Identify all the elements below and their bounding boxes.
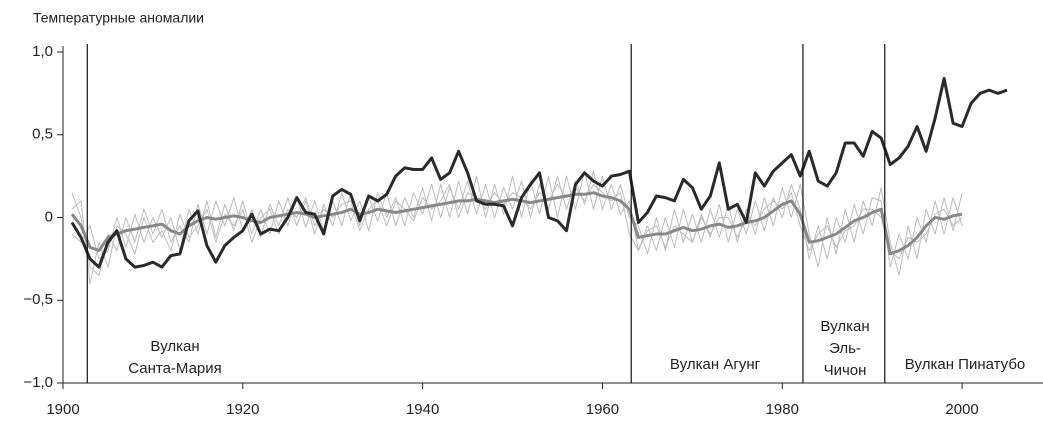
model-mean-line bbox=[70, 191, 963, 256]
volcano-label: Вулкан bbox=[820, 318, 869, 335]
volcano-label: Вулкан Пинатубо bbox=[905, 356, 1026, 373]
y-tick-label: 0 bbox=[45, 208, 53, 225]
x-tick-label: 2000 bbox=[945, 401, 978, 418]
x-tick-label: 1940 bbox=[406, 401, 439, 418]
volcano-label: Чичон bbox=[824, 362, 867, 379]
volcano-label: Эль- bbox=[829, 340, 861, 357]
chart-title: Температурные аномалии bbox=[33, 10, 204, 26]
y-tick-label: −0,5 bbox=[23, 291, 53, 308]
y-tick-label: 1,0 bbox=[32, 43, 53, 60]
y-tick-label: −1,0 bbox=[23, 374, 53, 391]
y-tick-label: 0,5 bbox=[32, 126, 53, 143]
volcano-label: Санта-Мария bbox=[128, 360, 222, 377]
volcano-label: Вулкан Агунг bbox=[670, 356, 761, 373]
volcano-label: Вулкан bbox=[150, 338, 199, 355]
x-tick-label: 1980 bbox=[766, 401, 799, 418]
ensemble-line bbox=[71, 170, 963, 276]
x-tick-label: 1900 bbox=[46, 401, 79, 418]
x-tick-label: 1920 bbox=[226, 401, 259, 418]
x-tick-label: 1960 bbox=[586, 401, 619, 418]
observed-line bbox=[70, 77, 1008, 269]
